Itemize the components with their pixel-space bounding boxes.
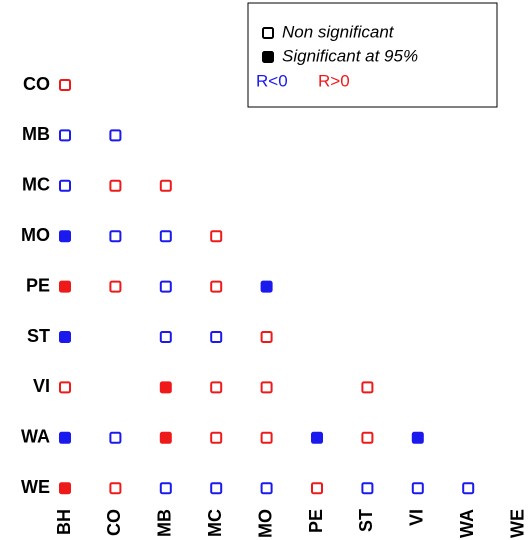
cell-marker xyxy=(210,431,223,444)
cell-marker xyxy=(260,280,273,293)
cell-marker xyxy=(109,431,122,444)
legend-marker xyxy=(262,51,274,63)
row-label: VI xyxy=(33,376,50,396)
cell-marker xyxy=(210,331,223,343)
cell-marker xyxy=(462,482,475,495)
cell-marker xyxy=(159,179,172,192)
cell-marker xyxy=(109,230,122,243)
row-label: WA xyxy=(21,427,50,447)
row-label: MC xyxy=(22,175,50,195)
row-label: ST xyxy=(27,326,50,346)
cell-marker xyxy=(109,482,122,495)
column-label: CO xyxy=(104,509,124,536)
cell-marker xyxy=(59,381,71,394)
cell-marker xyxy=(159,431,172,444)
legend-color-label: R<0 xyxy=(256,71,288,90)
legend-color-label: R>0 xyxy=(318,71,350,90)
cell-marker xyxy=(361,381,374,394)
row-label: CO xyxy=(23,74,50,94)
cell-marker xyxy=(311,482,323,495)
cell-marker xyxy=(109,179,122,192)
legend-label: Non significant xyxy=(282,22,395,41)
row-label: PE xyxy=(26,275,50,295)
cell-marker xyxy=(59,331,71,343)
cell-marker xyxy=(210,230,223,243)
column-label: WA xyxy=(457,509,477,538)
cell-marker xyxy=(59,280,71,293)
cell-marker xyxy=(159,331,172,343)
column-label: VI xyxy=(407,509,427,526)
cell-marker xyxy=(210,280,223,293)
cell-marker xyxy=(260,381,273,394)
cell-marker xyxy=(361,482,374,495)
cell-marker xyxy=(210,482,223,495)
cell-marker xyxy=(59,431,71,444)
cell-marker xyxy=(59,179,71,192)
column-label: MC xyxy=(205,509,225,537)
legend-box xyxy=(247,2,498,108)
cell-marker xyxy=(361,431,374,444)
cell-marker xyxy=(260,331,273,343)
legend-label: Significant at 95% xyxy=(282,46,418,65)
cell-marker xyxy=(59,230,71,243)
cell-marker xyxy=(260,431,273,444)
column-label: BH xyxy=(54,509,74,535)
row-label: WE xyxy=(21,477,50,497)
cell-marker xyxy=(109,280,122,293)
cell-marker xyxy=(59,79,71,91)
cell-marker xyxy=(109,129,122,142)
cell-marker xyxy=(159,230,172,243)
cell-marker xyxy=(311,431,323,444)
cell-marker xyxy=(260,482,273,495)
row-label: MO xyxy=(21,225,50,245)
column-label: MO xyxy=(255,509,275,538)
cell-marker xyxy=(159,482,172,495)
legend-marker xyxy=(262,27,274,39)
cell-marker xyxy=(159,381,172,394)
row-label: MB xyxy=(22,124,50,144)
cell-marker xyxy=(411,482,424,495)
column-label: ST xyxy=(356,509,376,532)
column-label: PE xyxy=(306,509,326,533)
cell-marker xyxy=(411,431,424,444)
column-label: WE xyxy=(507,509,527,538)
column-label: MB xyxy=(155,509,175,537)
cell-marker xyxy=(159,280,172,293)
cell-marker xyxy=(59,482,71,495)
cell-marker xyxy=(210,381,223,394)
cell-marker xyxy=(59,129,71,142)
